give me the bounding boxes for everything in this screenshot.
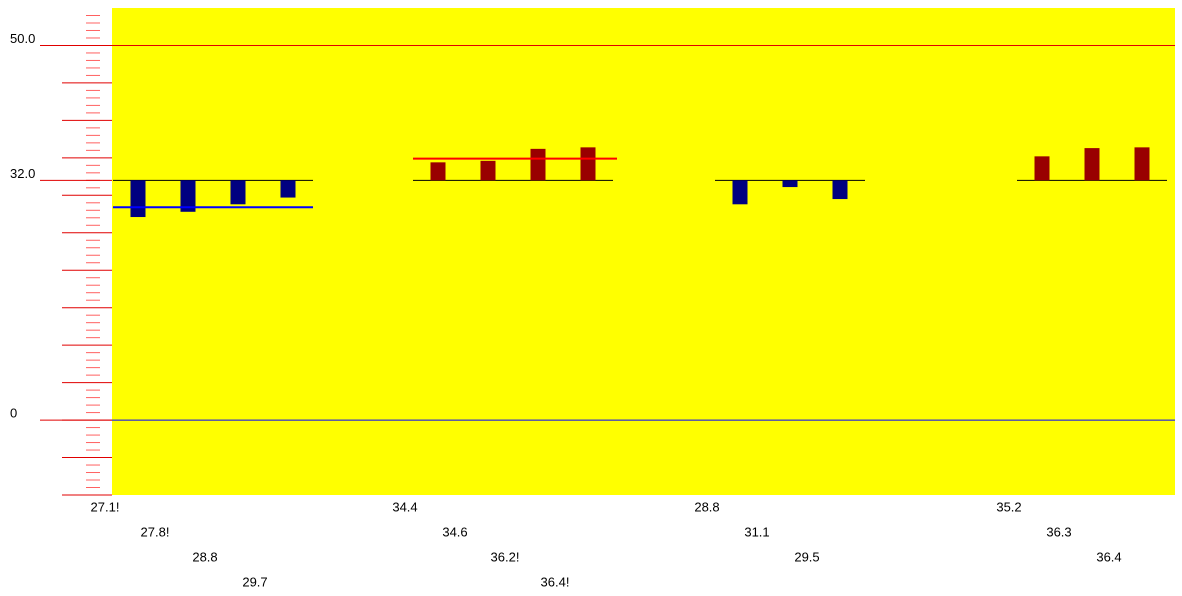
- y-tick-label: 50.0: [10, 31, 35, 46]
- value-label: 36.4: [1096, 549, 1121, 564]
- value-label: 28.8: [192, 549, 217, 564]
- bar: [1134, 147, 1150, 181]
- bar: [580, 147, 596, 181]
- value-label: 27.8!: [141, 524, 170, 539]
- bar: [480, 160, 496, 181]
- value-label: 31.1: [744, 524, 769, 539]
- value-label: 34.4: [392, 499, 417, 514]
- bar: [832, 180, 848, 200]
- value-label: 36.3: [1046, 524, 1071, 539]
- bar: [180, 180, 196, 212]
- bar: [230, 180, 246, 205]
- value-label: 28.8: [694, 499, 719, 514]
- y-tick-label: 32.0: [10, 166, 35, 181]
- value-label: 34.6: [442, 524, 467, 539]
- value-label: 36.4!: [541, 574, 570, 589]
- bar: [732, 180, 748, 205]
- plot-area: [112, 8, 1175, 495]
- value-label: 27.1!: [91, 499, 120, 514]
- value-label: 29.5: [794, 549, 819, 564]
- value-label: 35.2: [996, 499, 1021, 514]
- bar: [280, 180, 296, 198]
- value-label: 36.2!: [491, 549, 520, 564]
- bar: [1084, 148, 1100, 181]
- y-tick-label: 0: [10, 406, 17, 421]
- value-label: 29.7: [242, 574, 267, 589]
- bar: [130, 180, 146, 218]
- bar: [782, 180, 798, 188]
- bar: [530, 148, 546, 181]
- bar: [430, 162, 446, 181]
- bar: [1034, 156, 1050, 181]
